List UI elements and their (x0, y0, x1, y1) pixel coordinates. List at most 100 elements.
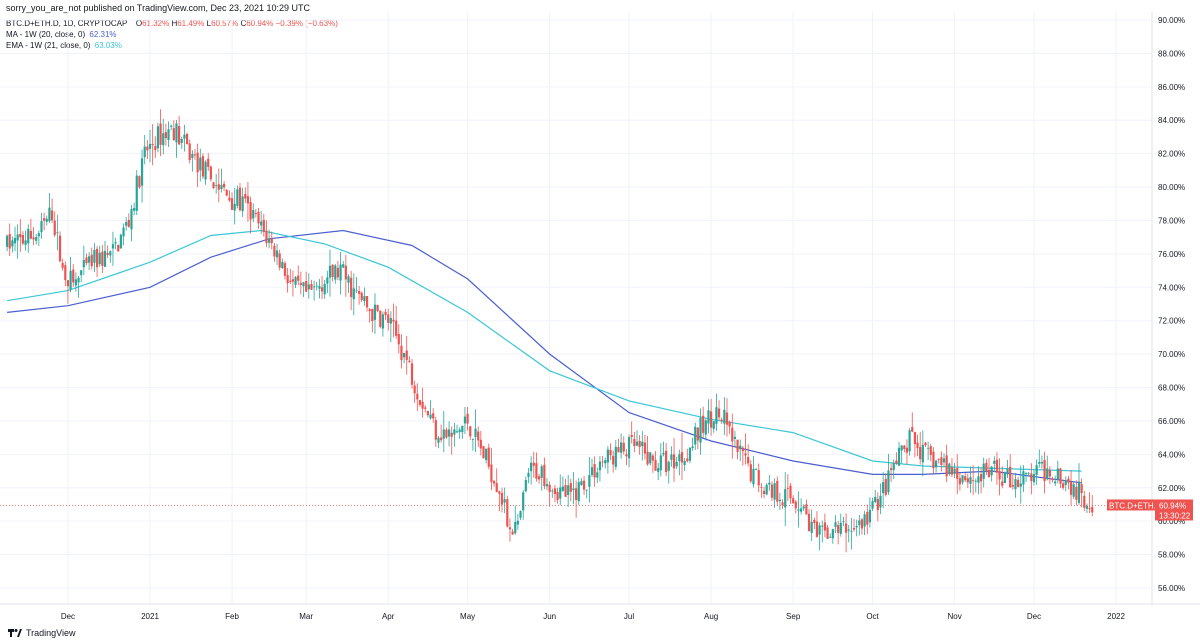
candle-down (29, 230, 32, 239)
candle-up (302, 282, 305, 287)
candle-down (201, 156, 205, 177)
candle-down (283, 263, 287, 276)
candle-down (1001, 481, 1004, 486)
candle-down (622, 442, 625, 452)
candle-up (572, 488, 575, 491)
candle-down (466, 413, 469, 424)
price-axis[interactable]: 56.00% 58.00% 60.00% 62.00% 64.00% 66.00% 68.0… (1158, 16, 1185, 593)
candle-down (223, 183, 226, 188)
candle-up (667, 461, 670, 471)
candle-up (733, 436, 737, 439)
candle-up (768, 482, 771, 485)
candle-down (911, 426, 914, 432)
x-tick-label: 2021 (141, 612, 159, 621)
candle-up (125, 221, 128, 226)
candle-up (1054, 481, 1057, 484)
candle-down (543, 464, 546, 487)
candle-up (236, 189, 239, 206)
candle-up (45, 218, 48, 222)
candle-down (1048, 469, 1051, 477)
candle-up (352, 288, 355, 300)
y-tick-label: 76.00% (1158, 250, 1185, 259)
ohlc-close: 60.94% (246, 19, 274, 28)
x-tick-label: Nov (947, 612, 961, 621)
candle-down (972, 480, 975, 482)
candle-up (524, 479, 527, 492)
candle-up (93, 249, 96, 263)
symbol-label[interactable]: BTC.D+ETH.D, 1D, CRYPTOCAP (6, 19, 128, 28)
candle-up (620, 442, 623, 453)
candle-up (540, 466, 543, 478)
candle-down (508, 527, 512, 530)
time-axis[interactable]: Dec 2021 Feb Mar Apr May Jun Jul Aug Sep Oct Nov Dec… (61, 612, 1126, 621)
candle-down (511, 531, 514, 535)
candle-down (244, 193, 247, 199)
y-tick-label: 66.00% (1158, 417, 1185, 426)
candle-down (43, 218, 46, 221)
candle-down (807, 513, 811, 532)
candle-down (884, 478, 887, 495)
candle-down (506, 499, 509, 527)
candle-up (191, 153, 194, 158)
y-tick-label: 70.00% (1158, 350, 1185, 359)
x-tick-label: Dec (1027, 612, 1041, 621)
candle-down (741, 447, 744, 452)
candle-up (143, 146, 146, 158)
y-tick-label: 90.00% (1158, 16, 1185, 25)
candle-up (868, 509, 872, 523)
footer-brand[interactable]: TradingView (8, 628, 76, 638)
candle-down (932, 451, 935, 469)
candle-up (567, 485, 570, 495)
candle-up (347, 276, 350, 283)
candle-down (916, 442, 919, 449)
candle-down (273, 245, 276, 257)
candle-down (212, 182, 215, 188)
candle-up (882, 482, 885, 494)
candle-down (844, 523, 848, 533)
ema-label[interactable]: EMA - 1W (21, close, 0) (6, 41, 91, 50)
candle-down (749, 464, 752, 482)
candle-down (397, 334, 400, 345)
candle-up (458, 429, 461, 432)
ma-label[interactable]: MA - 1W (20, close, 0) (6, 30, 86, 39)
x-tick-label: Sep (786, 612, 801, 621)
candle-up (834, 522, 837, 528)
candle-down (445, 429, 448, 438)
candle-up (1032, 474, 1036, 483)
candle-down (387, 314, 390, 323)
candle-up (103, 251, 107, 267)
candle-down (331, 264, 334, 277)
candle-up (111, 244, 115, 249)
candle-up (953, 468, 956, 474)
candle-down (469, 426, 472, 437)
candle-up (1056, 468, 1059, 480)
candle-up (281, 261, 284, 269)
candle-up (122, 227, 125, 237)
candle-down (919, 447, 922, 460)
ema-value: 63.03% (94, 41, 122, 50)
candle-down (154, 146, 157, 151)
candle-down (1043, 459, 1046, 481)
candle-down (895, 460, 898, 464)
y-tick-label: 88.00% (1158, 49, 1185, 58)
candle-down (344, 265, 347, 280)
candle-down (384, 311, 387, 316)
candle-up (109, 251, 112, 256)
candle-down (866, 512, 869, 525)
candle-up (659, 455, 662, 471)
candle-up (1046, 468, 1049, 480)
candle-down (815, 521, 819, 537)
candle-up (627, 437, 631, 459)
candle-up (1024, 473, 1028, 475)
candle-down (643, 442, 647, 454)
candle-down (249, 202, 252, 220)
candle-down (979, 474, 983, 482)
candle-up (585, 489, 588, 491)
candle-down (1075, 486, 1078, 500)
candle-down (270, 238, 273, 244)
candle-up (530, 462, 533, 472)
candle-up (797, 509, 800, 511)
candle-up (908, 430, 911, 452)
ohlc-low: 60.57% (211, 19, 239, 28)
